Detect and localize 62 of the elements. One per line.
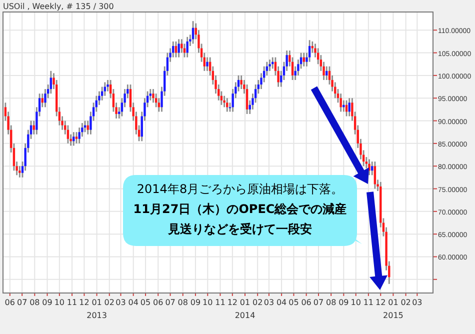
- x-tick-label: 12: [227, 298, 238, 307]
- x-tick-label: 04: [276, 298, 287, 307]
- candlestick: [78, 126, 80, 144]
- x-tick-label: 11: [66, 298, 78, 307]
- candlestick: [178, 38, 180, 58]
- candlestick: [18, 165, 21, 178]
- x-tick-label: 07: [313, 298, 324, 307]
- x-tick-label: 08: [30, 298, 40, 307]
- x-tick-label: 11: [363, 298, 374, 307]
- candlestick: [368, 158, 370, 176]
- x-tick-label: 07: [165, 298, 176, 307]
- x-tick-label: 10: [54, 298, 65, 307]
- candlestick: [226, 97, 228, 112]
- x-tick-label: 02: [252, 298, 263, 307]
- x-tick-label: 02: [104, 298, 114, 307]
- candlestick: [374, 160, 376, 190]
- x-tick-label: 09: [42, 298, 52, 307]
- x-tick-label: 05: [140, 298, 151, 307]
- candlestick: [50, 70, 52, 94]
- candlestick: [268, 58, 271, 72]
- x-tick-label: 12: [79, 298, 90, 307]
- candlestick: [72, 131, 75, 146]
- x-tick-label: 09: [338, 298, 349, 307]
- candlestick: [44, 88, 46, 108]
- x-tick-label: 05: [288, 298, 299, 307]
- candlestick: [308, 39, 311, 63]
- candlestick: [152, 88, 154, 104]
- x-tick-label: 07: [16, 298, 28, 307]
- candlestick: [186, 36, 188, 58]
- x-tick-label: 06: [301, 298, 312, 307]
- candlestick: [326, 66, 328, 81]
- x-tick-label: 03: [264, 298, 274, 307]
- candlestick: [246, 84, 248, 115]
- candlestick: [223, 95, 226, 108]
- x-tick-label: 12: [376, 298, 386, 307]
- candlestick: [154, 92, 158, 108]
- x-tick-label: 02: [400, 298, 411, 307]
- chart-title: USOil , Weekly, # 135 / 300: [3, 2, 114, 11]
- x-tick-label: 08: [326, 298, 336, 307]
- candlestick: [206, 56, 208, 72]
- x-tick-label: 10: [202, 298, 213, 307]
- x-tick-label: 04: [128, 298, 138, 307]
- x-tick-label: 06: [4, 298, 15, 307]
- candlestick: [302, 52, 305, 68]
- x-tick-label: 08: [178, 298, 188, 307]
- candlestick: [340, 92, 342, 112]
- x-tick-label: 03: [116, 298, 126, 307]
- x-tick-label: 10: [350, 298, 361, 307]
- candlestick: [348, 97, 350, 117]
- candlestick: [180, 38, 183, 54]
- candlestick: [172, 40, 174, 58]
- candlestick: [240, 74, 242, 90]
- x-tick-label: 03: [412, 298, 422, 307]
- annotation: 2014年8月ごろから原油相場は下落。11月27日（木）のOPEC総会での減産見送りなどを受けて一段安: [133, 182, 347, 236]
- x-tick-label: 09: [190, 298, 201, 307]
- x-tick-label: 11: [215, 298, 226, 307]
- candlestick: [174, 40, 178, 58]
- candlestick: [75, 131, 78, 144]
- candlestick: [104, 82, 106, 97]
- candlestick: [100, 86, 104, 102]
- x-tick-label: 06: [153, 298, 164, 307]
- candlestick: [66, 124, 70, 144]
